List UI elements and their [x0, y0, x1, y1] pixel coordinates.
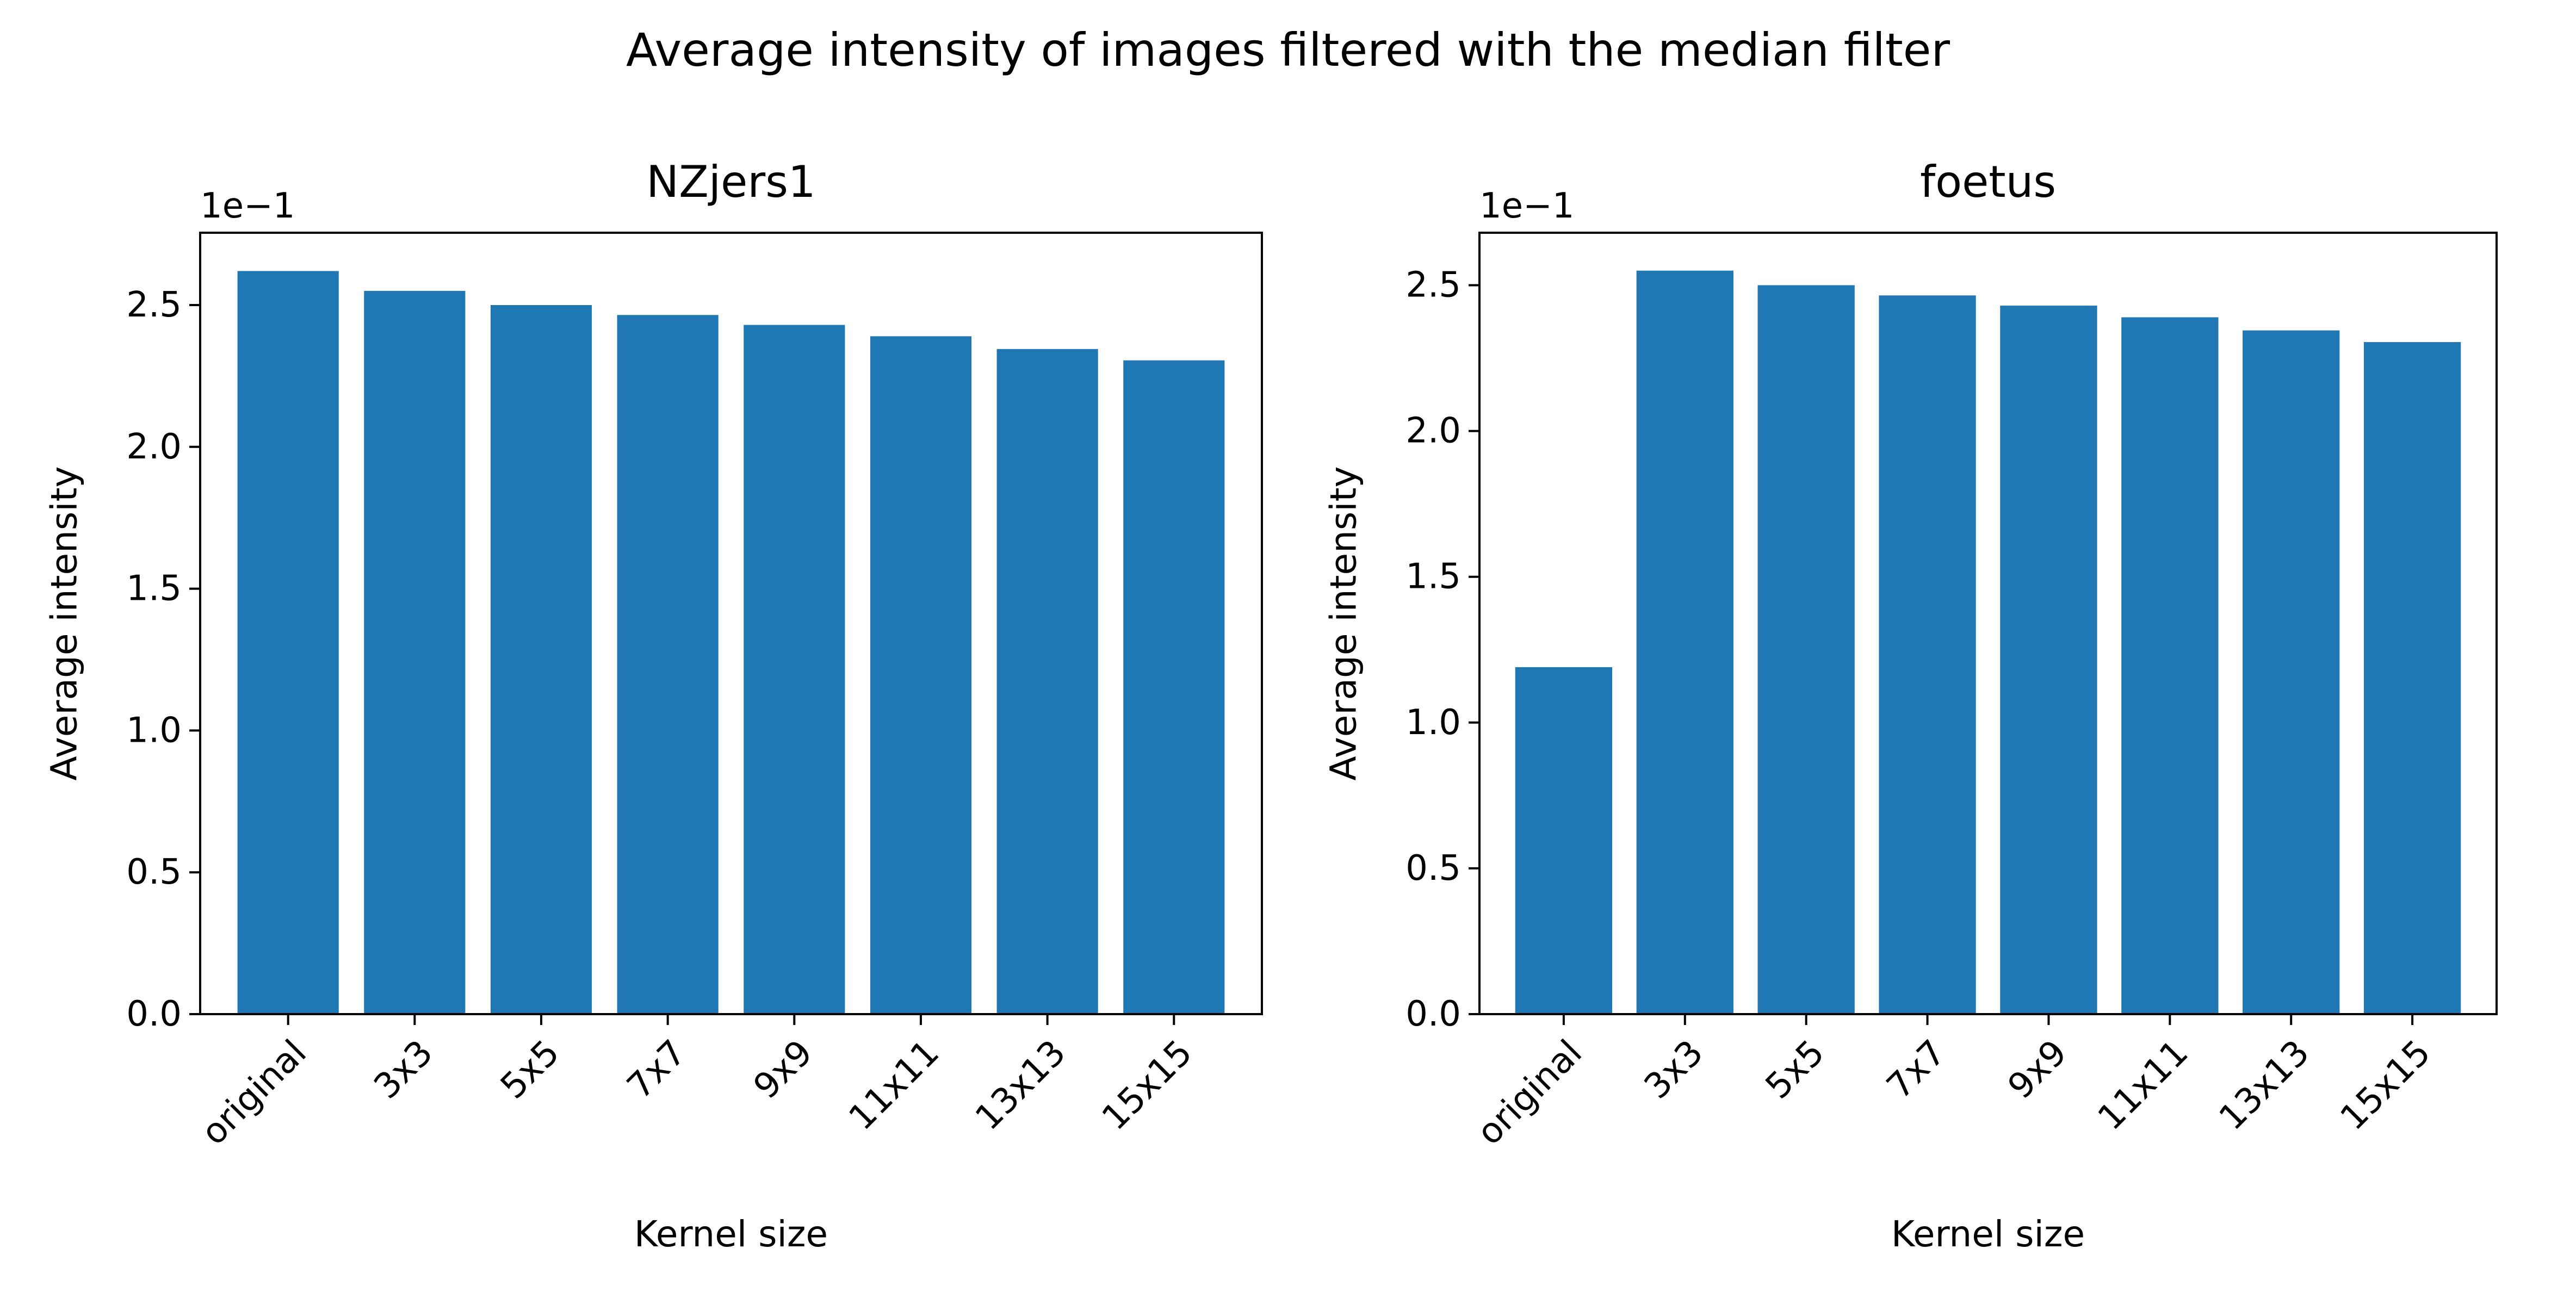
bar-3x3	[1636, 270, 1733, 1015]
bar-5x5	[490, 305, 592, 1014]
y-tick-label: 1.0	[1405, 703, 1461, 743]
figure-title: Average intensity of images filtered wit…	[626, 23, 1950, 77]
y-tick-label: 1.5	[126, 569, 182, 609]
y-axis-label: Average intensity	[44, 466, 85, 780]
x-tick-label: 9x9	[746, 1033, 821, 1107]
x-tick-label: 9x9	[2001, 1033, 2075, 1107]
x-tick-label: 11x11	[841, 1033, 947, 1138]
y-tick-label: 0.5	[126, 852, 182, 892]
x-tick-label: original	[1470, 1033, 1590, 1153]
bar-5x5	[1757, 285, 1855, 1015]
x-tick-label: 13x13	[968, 1033, 1074, 1138]
bar-15x15	[1123, 360, 1225, 1014]
x-tick-label: 15x15	[2333, 1033, 2438, 1138]
x-tick-label: 11x11	[2090, 1033, 2196, 1138]
axes-frame	[199, 232, 1263, 1015]
x-axis-label: Kernel size	[1891, 1213, 2085, 1255]
x-tick-label: 3x3	[1637, 1033, 1711, 1107]
bar-15x15	[2363, 342, 2461, 1014]
subplot-2: 0.0 0.5 1.0 1.5 2.0 2.5 original 3x3 5x5 7x7 9x9 11…	[1323, 157, 2498, 1255]
x-tick-label: 15x15	[1094, 1033, 1200, 1138]
subplot-title: NZjers1	[646, 157, 816, 207]
y-offset-text: 1e−1	[1479, 186, 1574, 226]
x-tick-label: 7x7	[1879, 1033, 1954, 1107]
x-tick-label: 5x5	[493, 1033, 567, 1107]
bar-11x11	[870, 336, 972, 1014]
y-tick-label: 0.0	[1405, 994, 1461, 1034]
x-tick-label: 3x3	[367, 1033, 441, 1107]
subplot-title: foetus	[1920, 157, 2056, 207]
y-axis-label: Average intensity	[1323, 466, 1365, 780]
bar-9x9	[2000, 306, 2097, 1014]
y-tick-label: 2.0	[126, 427, 182, 467]
x-tick-label: 7x7	[620, 1033, 694, 1107]
y-tick-label: 1.0	[126, 710, 182, 750]
y-offset-text: 1e−1	[200, 186, 295, 226]
subplot-1: 0.0 0.5 1.0 1.5 2.0 2.5 original 3x3 5x5 7x7 9x9 11…	[44, 157, 1263, 1255]
bar-original	[1515, 667, 1613, 1014]
bar-7x7	[617, 315, 719, 1014]
bar-3x3	[364, 290, 466, 1014]
x-tick-label: original	[194, 1033, 314, 1153]
y-tick-label: 0.5	[1405, 848, 1461, 889]
y-tick-label: 2.0	[1405, 411, 1461, 451]
y-tick-label: 2.5	[1405, 265, 1461, 306]
y-tick-label: 1.5	[1405, 557, 1461, 597]
bar-13x13	[2243, 330, 2340, 1014]
x-tick-label: 13x13	[2212, 1033, 2317, 1138]
axes-frame	[1478, 232, 2498, 1015]
bar-9x9	[744, 325, 845, 1014]
bar-13x13	[996, 349, 1098, 1015]
bar-7x7	[1879, 295, 1976, 1014]
x-tick-label: 5x5	[1758, 1033, 1832, 1107]
y-tick-label: 0.0	[126, 994, 182, 1034]
x-axis-label: Kernel size	[634, 1213, 828, 1255]
bar-11x11	[2121, 317, 2219, 1014]
bar-original	[237, 271, 339, 1014]
y-tick-label: 2.5	[126, 285, 182, 325]
